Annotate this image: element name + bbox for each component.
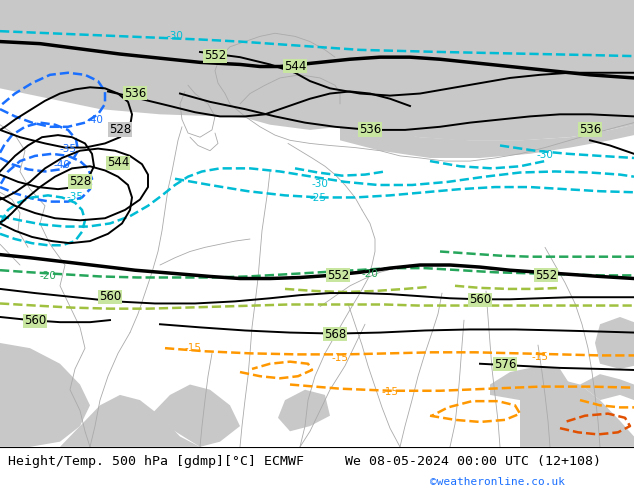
Polygon shape <box>430 94 465 109</box>
Text: 544: 544 <box>107 156 129 169</box>
Polygon shape <box>595 317 634 369</box>
Polygon shape <box>450 106 540 127</box>
Text: 552: 552 <box>535 269 557 282</box>
Text: -35: -35 <box>67 192 84 201</box>
Text: -25: -25 <box>309 193 327 202</box>
Text: -15: -15 <box>332 353 349 363</box>
Text: -30: -30 <box>311 179 328 189</box>
Text: 528: 528 <box>69 175 91 188</box>
Polygon shape <box>340 125 634 158</box>
Polygon shape <box>540 109 575 125</box>
Text: 560: 560 <box>99 291 121 303</box>
Polygon shape <box>500 104 530 120</box>
Polygon shape <box>60 395 200 447</box>
Text: -30: -30 <box>536 150 553 160</box>
Text: -15: -15 <box>531 352 548 362</box>
Polygon shape <box>580 374 634 400</box>
Polygon shape <box>580 114 615 130</box>
Polygon shape <box>490 88 580 109</box>
Text: -30: -30 <box>167 31 183 42</box>
Text: 560: 560 <box>469 294 491 306</box>
Text: ©weatheronline.co.uk: ©weatheronline.co.uk <box>430 477 565 487</box>
Text: -20: -20 <box>361 270 378 279</box>
Polygon shape <box>188 85 230 117</box>
Text: 544: 544 <box>284 60 306 73</box>
Text: -40: -40 <box>87 115 103 124</box>
Text: 536: 536 <box>359 123 381 136</box>
Polygon shape <box>195 73 340 130</box>
Text: -20: -20 <box>39 270 56 280</box>
Text: -15: -15 <box>382 387 399 397</box>
Polygon shape <box>0 0 634 140</box>
Text: -35: -35 <box>60 144 77 154</box>
Polygon shape <box>150 385 240 447</box>
Text: 552: 552 <box>204 49 226 62</box>
Text: -40: -40 <box>53 160 70 171</box>
Polygon shape <box>378 83 410 101</box>
Text: -15: -15 <box>184 343 202 353</box>
Polygon shape <box>330 85 634 140</box>
Polygon shape <box>490 366 570 400</box>
Polygon shape <box>390 114 480 137</box>
Text: 560: 560 <box>24 314 46 327</box>
Text: 536: 536 <box>124 87 146 99</box>
Polygon shape <box>0 0 100 78</box>
Text: 568: 568 <box>324 328 346 341</box>
Text: We 08-05-2024 00:00 UTC (12+108): We 08-05-2024 00:00 UTC (12+108) <box>345 455 601 468</box>
Polygon shape <box>278 390 330 431</box>
Polygon shape <box>0 343 90 447</box>
Text: Height/Temp. 500 hPa [gdmp][°C] ECMWF: Height/Temp. 500 hPa [gdmp][°C] ECMWF <box>8 455 304 468</box>
Text: 528: 528 <box>109 123 131 136</box>
Text: 552: 552 <box>327 269 349 282</box>
Text: 576: 576 <box>494 358 516 371</box>
Text: 536: 536 <box>579 123 601 136</box>
Polygon shape <box>520 379 634 447</box>
